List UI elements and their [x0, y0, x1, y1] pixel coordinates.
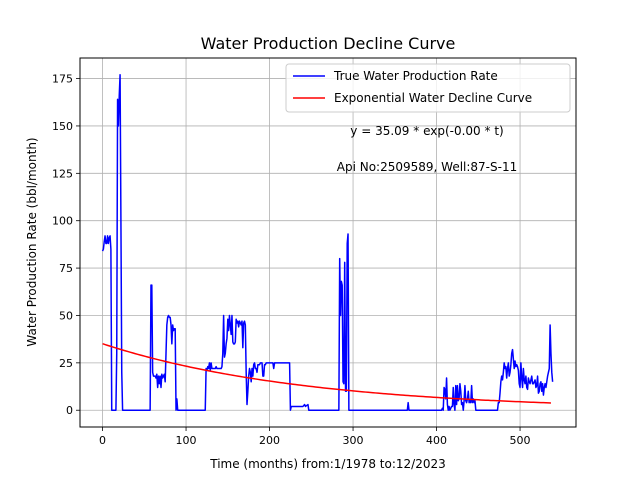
legend-label-true: True Water Production Rate	[333, 69, 498, 83]
x-tick-label: 0	[99, 434, 106, 447]
y-tick-label: 0	[66, 404, 73, 417]
y-tick-label: 50	[59, 309, 73, 322]
true-water-production-line	[101, 74, 554, 411]
y-tick-label: 175	[52, 73, 73, 86]
y-tick-label: 150	[52, 120, 73, 133]
legend-label-exp: Exponential Water Decline Curve	[334, 91, 532, 105]
exponential-decline-curve	[102, 343, 551, 404]
plot-area	[101, 74, 554, 411]
y-tick-label: 125	[52, 167, 73, 180]
y-tick-label: 25	[59, 357, 73, 370]
x-tick-label: 300	[343, 434, 364, 447]
y-axis-ticks: 0 25 50 75 100 125 150 175	[52, 73, 80, 417]
x-tick-label: 200	[259, 434, 280, 447]
x-tick-label: 100	[176, 434, 197, 447]
equation-annotation: y = 35.09 * exp(-0.00 * t)	[350, 124, 503, 138]
y-tick-label: 100	[52, 215, 73, 228]
legend-box	[285, 63, 571, 113]
y-tick-label: 75	[59, 262, 73, 275]
x-tick-label: 400	[426, 434, 447, 447]
axes-frame	[79, 57, 577, 428]
x-tick-label: 500	[510, 434, 531, 447]
x-axis-label: Time (months) from:1/1978 to:12/2023	[209, 457, 446, 471]
legend: True Water Production Rate Exponential W…	[285, 63, 571, 113]
x-axis-ticks: 0 100 200 300 400 500	[99, 427, 531, 447]
y-axis-label: Water Production Rate (bbl/month)	[25, 137, 39, 346]
well-annotation: Api No:2509589, Well:87-S-11	[337, 160, 517, 174]
chart-title: Water Production Decline Curve	[201, 34, 456, 53]
